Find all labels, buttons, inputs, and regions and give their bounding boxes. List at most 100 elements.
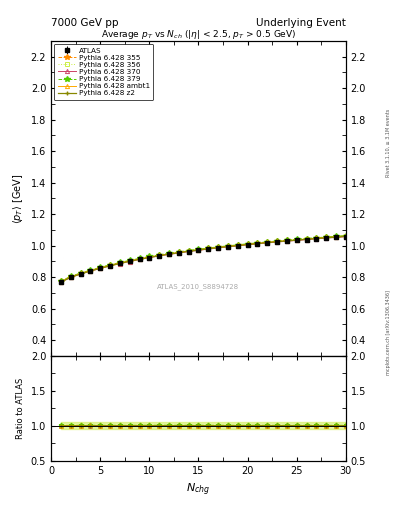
Pythia 6.428 379: [147, 253, 152, 260]
Pythia 6.428 ambt1: [98, 265, 103, 271]
Pythia 6.428 379: [98, 264, 103, 270]
Pythia 6.428 ambt1: [334, 234, 338, 240]
Pythia 6.428 370: [324, 235, 329, 241]
Pythia 6.428 370: [78, 271, 83, 277]
Pythia 6.428 379: [196, 246, 201, 252]
Pythia 6.428 ambt1: [285, 238, 289, 244]
Pythia 6.428 ambt1: [255, 240, 260, 246]
Pythia 6.428 370: [285, 238, 289, 244]
Pythia 6.428 ambt1: [245, 241, 250, 247]
Pythia 6.428 356: [304, 236, 309, 242]
Pythia 6.428 ambt1: [324, 234, 329, 241]
Pythia 6.428 379: [68, 273, 73, 280]
Pythia 6.428 379: [314, 234, 319, 241]
Pythia 6.428 356: [334, 234, 338, 240]
Pythia 6.428 356: [314, 236, 319, 242]
Pythia 6.428 ambt1: [88, 267, 93, 273]
Pythia 6.428 z2: [59, 279, 63, 285]
Pythia 6.428 370: [59, 279, 63, 285]
Pythia 6.428 ambt1: [167, 251, 171, 257]
Pythia 6.428 370: [88, 268, 93, 274]
Pythia 6.428 356: [343, 233, 348, 240]
Pythia 6.428 379: [334, 233, 338, 240]
Pythia 6.428 370: [235, 243, 240, 249]
Pythia 6.428 z2: [157, 252, 162, 259]
Pythia 6.428 379: [324, 234, 329, 240]
Pythia 6.428 355: [78, 270, 83, 276]
Y-axis label: Ratio to ATLAS: Ratio to ATLAS: [16, 378, 25, 439]
Pythia 6.428 379: [118, 260, 122, 266]
Pythia 6.428 370: [127, 259, 132, 265]
Text: ATLAS_2010_S8894728: ATLAS_2010_S8894728: [158, 283, 239, 290]
Pythia 6.428 z2: [78, 271, 83, 277]
Pythia 6.428 379: [157, 252, 162, 258]
Pythia 6.428 356: [255, 241, 260, 247]
Pythia 6.428 355: [334, 233, 338, 240]
Pythia 6.428 370: [186, 248, 191, 254]
Pythia 6.428 z2: [108, 263, 112, 269]
Pythia 6.428 355: [235, 242, 240, 248]
Pythia 6.428 355: [118, 260, 122, 266]
Pythia 6.428 356: [275, 239, 279, 245]
Pythia 6.428 z2: [226, 244, 230, 250]
Pythia 6.428 370: [206, 246, 211, 252]
Pythia 6.428 356: [78, 270, 83, 276]
Pythia 6.428 356: [294, 237, 299, 243]
Pythia 6.428 z2: [88, 268, 93, 274]
Pythia 6.428 355: [88, 267, 93, 273]
Pythia 6.428 z2: [255, 241, 260, 247]
Pythia 6.428 ambt1: [314, 235, 319, 241]
Pythia 6.428 355: [137, 255, 142, 262]
Pythia 6.428 ambt1: [127, 258, 132, 264]
Pythia 6.428 356: [167, 251, 171, 257]
Pythia 6.428 379: [285, 237, 289, 243]
Pythia 6.428 370: [294, 238, 299, 244]
Pythia 6.428 370: [118, 261, 122, 267]
Pythia 6.428 z2: [127, 258, 132, 264]
Pythia 6.428 ambt1: [343, 233, 348, 239]
Pythia 6.428 z2: [343, 233, 348, 240]
Pythia 6.428 ambt1: [226, 243, 230, 249]
Pythia 6.428 ambt1: [265, 239, 270, 245]
Line: Pythia 6.428 ambt1: Pythia 6.428 ambt1: [59, 234, 348, 284]
Pythia 6.428 z2: [196, 247, 201, 253]
Text: Underlying Event: Underlying Event: [256, 18, 346, 28]
Pythia 6.428 370: [275, 239, 279, 245]
Pythia 6.428 ambt1: [137, 256, 142, 262]
Pythia 6.428 370: [137, 257, 142, 263]
Pythia 6.428 z2: [98, 265, 103, 271]
Pythia 6.428 379: [275, 238, 279, 244]
Pythia 6.428 370: [304, 237, 309, 243]
Pythia 6.428 370: [147, 254, 152, 261]
Pythia 6.428 ambt1: [186, 248, 191, 254]
Pythia 6.428 ambt1: [304, 236, 309, 242]
Pythia 6.428 z2: [216, 245, 220, 251]
Pythia 6.428 z2: [186, 248, 191, 254]
Pythia 6.428 ambt1: [275, 238, 279, 244]
Pythia 6.428 356: [59, 279, 63, 285]
Pythia 6.428 356: [176, 250, 181, 256]
Pythia 6.428 379: [59, 278, 63, 284]
Pythia 6.428 370: [216, 245, 220, 251]
Pythia 6.428 z2: [118, 260, 122, 266]
Pythia 6.428 379: [235, 242, 240, 248]
Pythia 6.428 379: [88, 267, 93, 273]
X-axis label: $N_{chg}$: $N_{chg}$: [186, 481, 211, 498]
Pythia 6.428 379: [206, 245, 211, 251]
Pythia 6.428 370: [196, 247, 201, 253]
Pythia 6.428 355: [206, 245, 211, 251]
Pythia 6.428 z2: [68, 274, 73, 281]
Pythia 6.428 370: [167, 251, 171, 258]
Pythia 6.428 356: [245, 242, 250, 248]
Pythia 6.428 379: [245, 241, 250, 247]
Pythia 6.428 z2: [285, 238, 289, 244]
Pythia 6.428 356: [118, 260, 122, 266]
Pythia 6.428 z2: [245, 242, 250, 248]
Pythia 6.428 355: [275, 238, 279, 244]
Title: Average $p_T$ vs $N_{ch}$ ($|\eta|$ < 2.5, $p_T$ > 0.5 GeV): Average $p_T$ vs $N_{ch}$ ($|\eta|$ < 2.…: [101, 28, 296, 41]
Pythia 6.428 379: [127, 258, 132, 264]
Pythia 6.428 370: [314, 236, 319, 242]
Pythia 6.428 z2: [334, 234, 338, 240]
Pythia 6.428 355: [186, 248, 191, 254]
Pythia 6.428 379: [108, 262, 112, 268]
